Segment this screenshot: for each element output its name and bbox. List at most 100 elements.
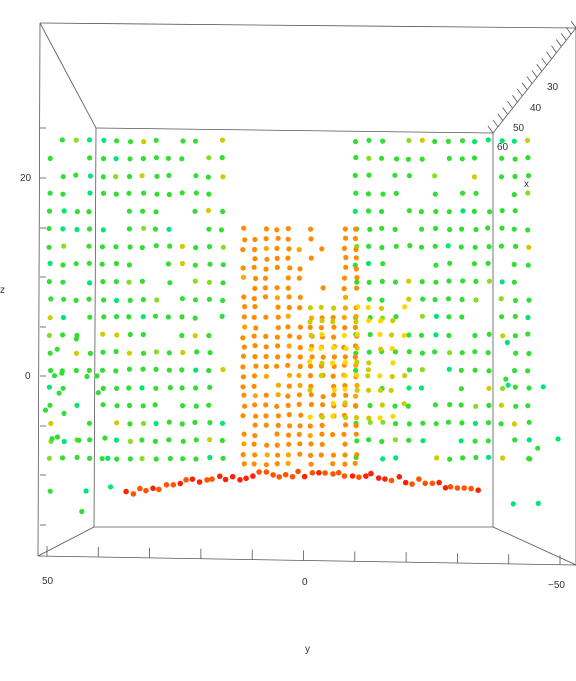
data-point xyxy=(510,501,516,507)
data-point xyxy=(366,172,372,178)
data-point xyxy=(101,137,107,143)
data-point xyxy=(127,244,133,250)
data-point xyxy=(274,295,280,301)
data-point xyxy=(153,420,159,427)
data-point xyxy=(407,243,413,249)
data-point xyxy=(113,244,119,250)
data-point xyxy=(319,441,325,447)
data-point xyxy=(473,190,479,196)
data-point xyxy=(180,138,186,144)
data-point xyxy=(301,473,308,480)
data-point xyxy=(367,226,373,232)
data-point xyxy=(460,208,466,214)
data-point xyxy=(454,485,461,491)
x-axis-title: x xyxy=(524,179,529,190)
data-point xyxy=(240,247,246,253)
data-point xyxy=(498,174,505,180)
data-point xyxy=(126,366,132,372)
data-point xyxy=(379,244,385,251)
data-point xyxy=(353,350,359,356)
data-point xyxy=(526,437,532,443)
data-point xyxy=(285,362,291,368)
data-point xyxy=(525,190,531,196)
data-point xyxy=(319,360,325,366)
data-point xyxy=(166,419,172,425)
data-point xyxy=(220,455,226,461)
data-point xyxy=(253,275,259,282)
data-point xyxy=(307,423,313,429)
data-point xyxy=(47,402,53,408)
data-point xyxy=(240,335,246,341)
data-point xyxy=(365,191,372,197)
data-point xyxy=(307,387,313,393)
data-point xyxy=(87,437,93,443)
box-edge xyxy=(492,526,576,566)
data-point xyxy=(219,420,226,426)
data-point xyxy=(354,331,360,337)
data-point xyxy=(241,431,247,437)
data-point xyxy=(241,441,247,447)
data-point xyxy=(61,243,67,249)
data-point xyxy=(343,422,349,428)
data-point xyxy=(165,155,171,161)
data-point xyxy=(251,461,257,467)
data-point xyxy=(471,155,478,161)
data-point xyxy=(366,318,372,324)
data-point xyxy=(389,373,395,380)
data-point xyxy=(165,261,171,267)
data-point xyxy=(252,393,258,399)
data-point xyxy=(378,305,385,311)
data-point xyxy=(330,461,336,467)
data-point xyxy=(320,394,326,400)
data-point xyxy=(163,482,170,488)
data-point xyxy=(140,314,146,320)
data-point xyxy=(194,349,200,355)
data-point xyxy=(380,261,386,267)
data-point xyxy=(100,174,106,180)
data-point xyxy=(458,402,464,408)
data-point xyxy=(196,479,203,485)
data-point xyxy=(446,278,452,284)
data-point xyxy=(511,279,517,285)
data-point xyxy=(285,460,291,466)
data-point xyxy=(192,297,199,303)
data-point xyxy=(511,261,517,267)
data-point xyxy=(318,373,324,379)
data-point xyxy=(86,243,92,249)
data-point xyxy=(406,173,412,179)
data-point xyxy=(318,345,324,351)
data-point xyxy=(406,367,413,373)
data-point xyxy=(130,491,137,497)
data-point xyxy=(354,279,360,285)
data-point xyxy=(218,227,225,233)
data-point xyxy=(140,366,146,372)
data-point xyxy=(512,333,519,339)
data-point xyxy=(206,333,212,339)
data-point xyxy=(525,227,531,233)
data-point xyxy=(206,244,213,250)
data-point xyxy=(270,472,276,478)
box-edge xyxy=(37,526,95,557)
data-point xyxy=(406,208,412,214)
data-point xyxy=(141,190,147,196)
data-point xyxy=(179,367,185,373)
data-point xyxy=(322,470,328,476)
data-point xyxy=(87,350,93,356)
data-point xyxy=(263,266,269,272)
data-point xyxy=(101,297,107,303)
data-point xyxy=(353,226,359,232)
data-point xyxy=(473,278,479,284)
data-point xyxy=(100,190,107,196)
data-point xyxy=(286,412,292,418)
data-point xyxy=(73,297,79,303)
data-point xyxy=(379,278,385,284)
data-point xyxy=(307,373,314,379)
data-point xyxy=(205,207,212,214)
data-point xyxy=(342,325,348,331)
data-point xyxy=(405,156,411,162)
data-point xyxy=(418,385,425,391)
data-point xyxy=(73,336,79,342)
data-point xyxy=(140,155,146,162)
data-point xyxy=(289,473,296,480)
data-point xyxy=(409,481,415,487)
